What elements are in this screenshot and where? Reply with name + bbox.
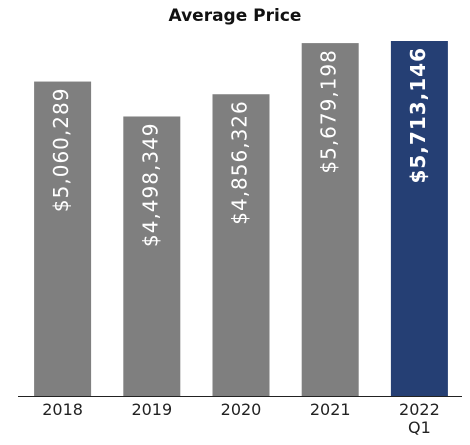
bar <box>123 116 181 397</box>
value-label: $5,679,198 <box>317 49 341 174</box>
value-label: $5,060,289 <box>49 88 73 213</box>
bar <box>390 41 448 396</box>
x-tick-label: 2018 <box>42 400 83 419</box>
bar <box>301 43 359 397</box>
x-tick-label: 2019 <box>131 400 173 419</box>
value-label: $4,498,349 <box>138 122 162 247</box>
x-tick-label: 2020 <box>220 400 262 419</box>
chart-title: Average Price <box>168 6 302 26</box>
x-tick-label: 2022 Q1 <box>399 400 440 437</box>
x-tick-label: 2021 <box>309 400 351 419</box>
value-label: $4,856,326 <box>228 100 252 225</box>
bar <box>34 81 92 396</box>
value-label: $5,713,146 <box>406 47 430 184</box>
bar <box>212 94 270 396</box>
